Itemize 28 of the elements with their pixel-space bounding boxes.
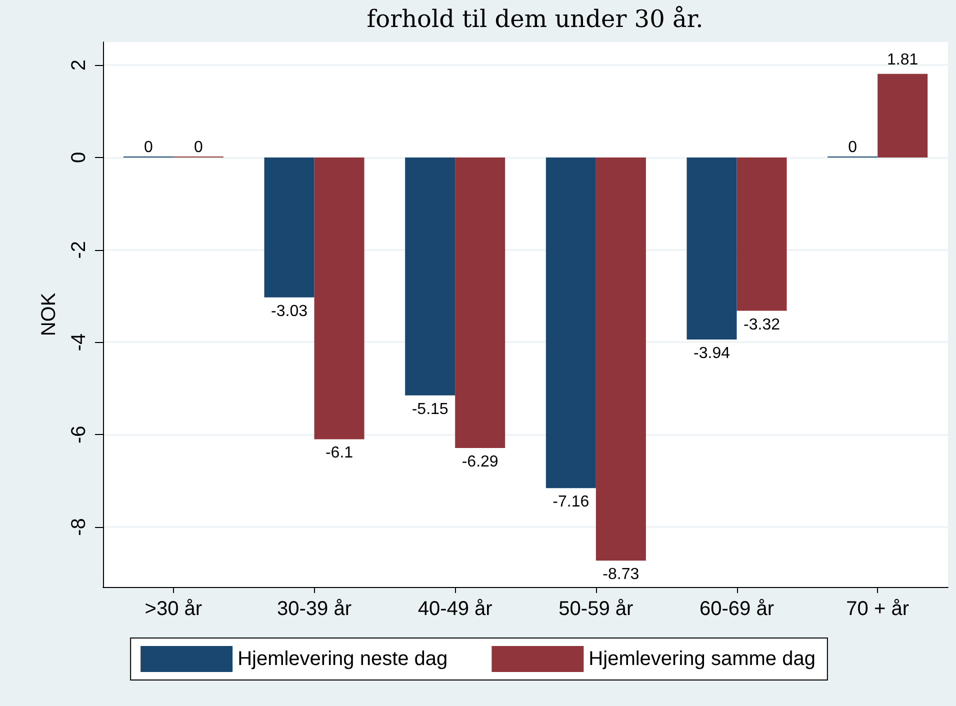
x-tick-label: 30-39 år — [277, 598, 352, 620]
data-label: -6.1 — [325, 444, 354, 462]
data-label: -3.94 — [694, 344, 730, 362]
x-tick-label: 70 + år — [846, 598, 910, 620]
data-label: 0 — [194, 138, 203, 156]
y-tick-label: -2 — [68, 240, 90, 259]
data-label: -7.16 — [552, 494, 590, 511]
y-tick-label: -4 — [68, 333, 90, 352]
y-tick-label: 0 — [68, 152, 90, 164]
legend-label: Hjemlevering neste dag — [238, 648, 448, 670]
y-axis-title: NOK — [38, 292, 60, 336]
legend-label: Hjemlevering samme dag — [588, 648, 816, 670]
chart-title: forhold til dem under 30 år. — [366, 5, 704, 33]
data-label: -8.73 — [602, 566, 640, 584]
data-label: -6.29 — [462, 453, 498, 470]
data-label: 0 — [144, 138, 153, 156]
x-tick-label: 50-59 år — [558, 598, 634, 620]
data-label: 1.81 — [887, 51, 918, 68]
data-label: 0 — [848, 138, 858, 156]
x-tick-label: 40-49 år — [418, 598, 493, 620]
y-tick-label: 2 — [68, 60, 90, 71]
x-tick-label: 60-69 år — [700, 598, 774, 620]
data-label: -3.32 — [744, 316, 780, 334]
y-tick-label: -6 — [68, 426, 90, 444]
data-label: -3.03 — [271, 302, 308, 320]
data-label: -5.15 — [412, 400, 448, 418]
x-tick-label: >30 år — [144, 598, 202, 620]
y-tick-label: -8 — [68, 518, 90, 536]
